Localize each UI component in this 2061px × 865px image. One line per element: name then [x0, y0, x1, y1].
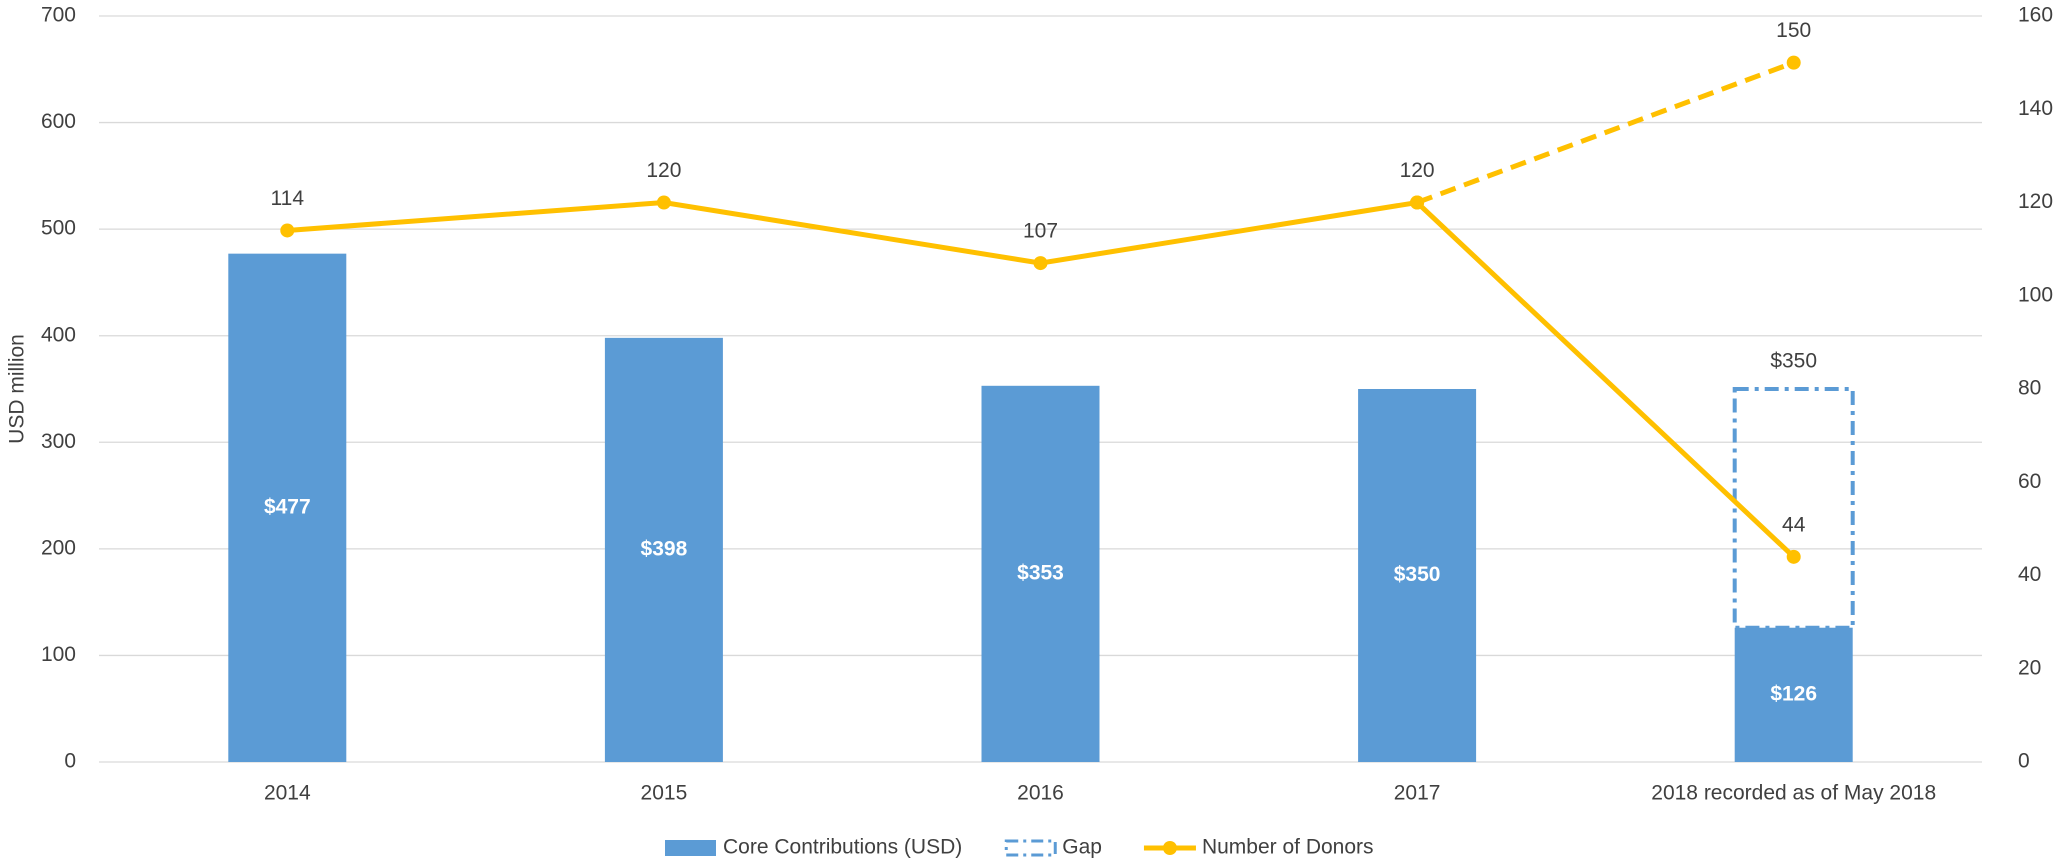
line-value-label: 120 — [1400, 159, 1435, 182]
y2-tick-label: 160 — [2018, 4, 2053, 27]
legend-swatch — [1162, 841, 1177, 855]
y-tick-label: 0 — [64, 750, 76, 773]
line-point — [1786, 55, 1801, 70]
x-tick-label: 2017 — [1394, 782, 1441, 805]
gap-value-label: $350 — [1770, 350, 1817, 373]
line — [1416, 60, 1795, 205]
gap-box — [1732, 387, 1855, 630]
y-tick-label: 200 — [41, 536, 76, 559]
line-point — [656, 195, 671, 210]
x-tick-label: 2014 — [264, 782, 311, 805]
y-axis-title: USD million — [6, 334, 29, 444]
x-tick-label: 2015 — [641, 782, 688, 805]
bar — [604, 337, 723, 762]
bar-value-label: $350 — [1394, 563, 1441, 586]
x-tick-label: 2016 — [1017, 782, 1064, 805]
y2-tick-label: 40 — [2018, 563, 2041, 586]
y-tick-label: 300 — [41, 430, 76, 453]
line-point — [1786, 549, 1801, 564]
bar — [981, 385, 1100, 762]
bar-value-label: $477 — [264, 495, 311, 518]
legend-label: Core Contributions (USD) — [723, 836, 962, 859]
line-value-label: 107 — [1023, 220, 1058, 243]
line-point — [1033, 256, 1048, 271]
line-point — [280, 223, 295, 238]
y2-tick-label: 120 — [2018, 190, 2053, 213]
bar-value-label: $126 — [1770, 682, 1817, 705]
legend-swatch — [665, 840, 716, 856]
y2-tick-label: 0 — [2018, 750, 2030, 773]
bar — [1734, 627, 1853, 762]
bar-value-label: $398 — [641, 537, 688, 560]
line-value-label: 150 — [1776, 19, 1811, 42]
y2-tick-label: 60 — [2018, 470, 2041, 493]
line-value-label: 120 — [646, 159, 681, 182]
line-value-label: 44 — [1782, 513, 1806, 536]
bar — [1358, 389, 1477, 762]
y-tick-label: 700 — [41, 4, 76, 27]
y2-tick-label: 20 — [2018, 656, 2041, 679]
bar — [228, 253, 347, 762]
y2-tick-label: 80 — [2018, 377, 2041, 400]
x-tick-label: 2018 recorded as of May 2018 — [1651, 782, 1936, 805]
y-tick-label: 500 — [41, 217, 76, 240]
y-tick-label: 400 — [41, 323, 76, 346]
legend-label: Gap — [1062, 836, 1102, 859]
y2-tick-label: 100 — [2018, 283, 2053, 306]
y2-tick-label: 140 — [2018, 97, 2053, 120]
y-tick-label: 100 — [41, 643, 76, 666]
y-tick-label: 600 — [41, 110, 76, 133]
bar-value-label: $353 — [1017, 561, 1064, 584]
legend-swatch — [1004, 839, 1057, 857]
line-value-label: 114 — [271, 187, 305, 210]
line-point — [1410, 195, 1425, 210]
legend-label: Number of Donors — [1202, 836, 1374, 859]
